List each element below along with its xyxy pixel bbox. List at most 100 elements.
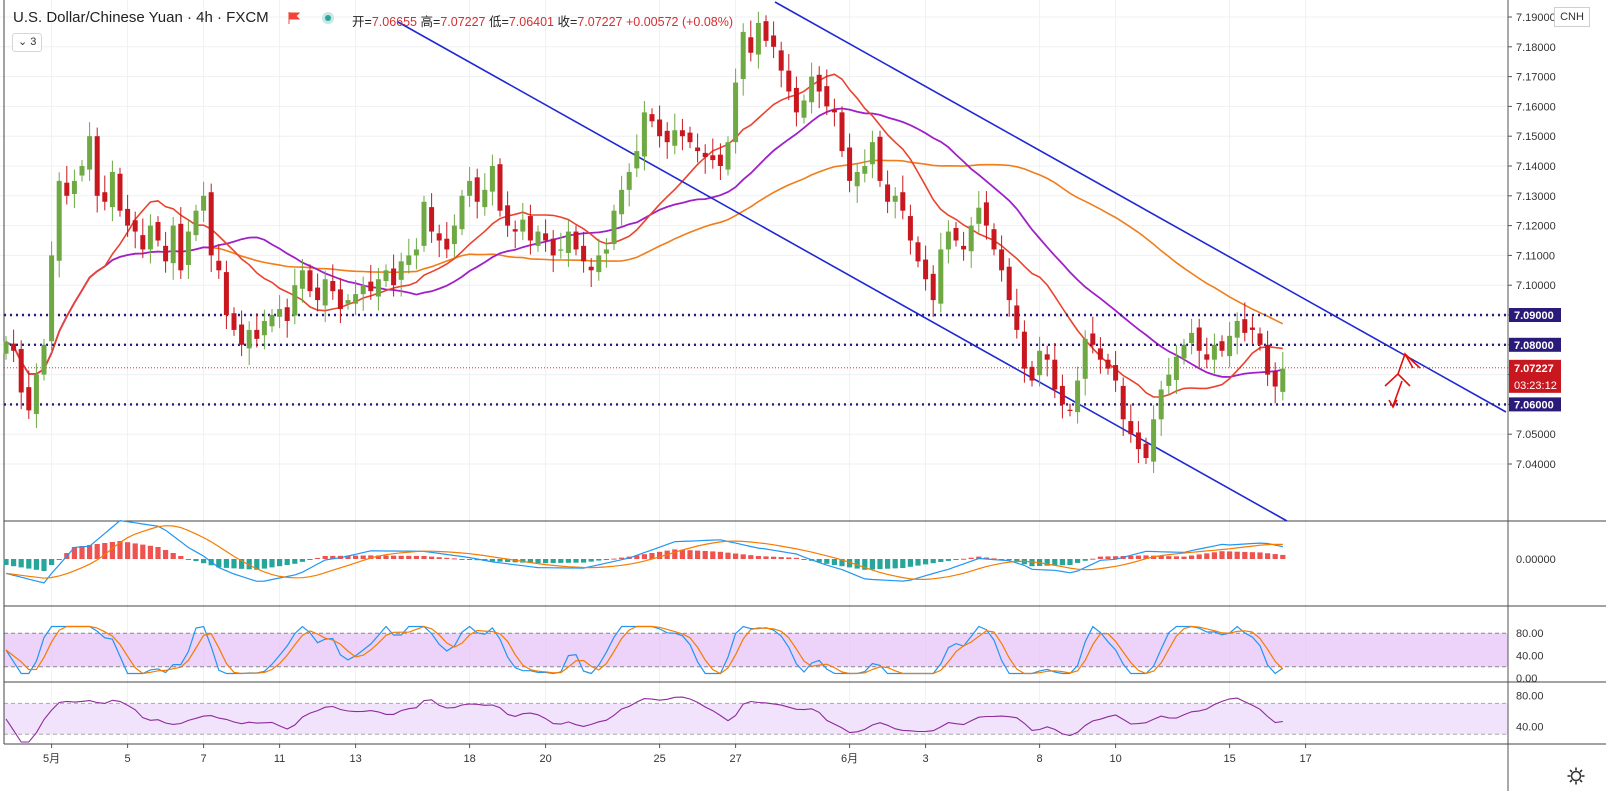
macd-histogram-bar (489, 559, 495, 562)
candle (467, 180, 473, 196)
flag-icon[interactable] (288, 12, 300, 24)
candle (991, 229, 997, 250)
candle (1044, 354, 1050, 360)
chart-title: U.S. Dollar/Chinese Yuan · 4h · FXCM (13, 9, 269, 26)
candle (1037, 350, 1043, 376)
stochastic-d-line (5, 625, 1284, 675)
candle (619, 189, 625, 215)
macd-histogram-bar (710, 551, 716, 559)
candle (1242, 319, 1248, 333)
candle (429, 207, 435, 232)
macd-histogram-bar (1143, 555, 1149, 559)
last-price-label: 7.07227 (1514, 363, 1554, 375)
macd-histogram-bar (641, 554, 647, 559)
candle (793, 87, 799, 113)
change-value: +0.00572 (+0.08%) (626, 15, 734, 29)
macd-histogram-bar (284, 559, 290, 565)
time-tick-label: 10 (1109, 753, 1121, 765)
candle (1052, 359, 1058, 390)
low-label: 低 (489, 15, 502, 29)
candle (740, 31, 746, 79)
candle (1105, 359, 1111, 369)
macd-histogram-bar (140, 544, 146, 559)
price-tick-label: 7.19000 (1516, 12, 1556, 24)
candle (1021, 331, 1027, 369)
candle (474, 177, 480, 202)
candle (216, 260, 222, 271)
candle (809, 76, 815, 103)
macd-histogram-bar (1196, 554, 1202, 559)
studies-toggle-button[interactable]: ⌄ 3 (12, 33, 43, 52)
macd-histogram-bar (763, 556, 769, 559)
macd-histogram-bar (854, 559, 860, 569)
macd-histogram-bar (391, 555, 397, 559)
countdown-label: 03:23:12 (1514, 380, 1557, 392)
candle (1075, 380, 1081, 413)
candle (679, 130, 685, 137)
candle (292, 285, 298, 316)
macd-histogram-bar (1052, 559, 1058, 566)
candle (725, 142, 731, 170)
macd-histogram-bar (467, 559, 473, 560)
candle (1090, 333, 1096, 345)
macd-histogram-bar (619, 557, 625, 559)
candle (261, 320, 267, 336)
macd-histogram-bar (155, 547, 161, 559)
macd-histogram-bar (11, 559, 17, 567)
macd-histogram-bar (588, 559, 594, 562)
macd-histogram-bar (877, 559, 883, 570)
candle (109, 171, 115, 208)
macd-histogram-bar (824, 559, 830, 564)
macd-histogram-bar (930, 559, 936, 564)
candle (413, 249, 419, 256)
candle (885, 184, 891, 202)
macd-histogram-bar (1280, 554, 1286, 559)
macd-histogram-bar (596, 559, 602, 561)
candle (1135, 432, 1141, 450)
macd-histogram-bar (1014, 559, 1020, 563)
candle (421, 201, 427, 246)
gear-icon[interactable] (1566, 766, 1586, 786)
price-tick-label: 7.04000 (1516, 459, 1556, 471)
macd-histogram-bar (793, 557, 799, 559)
macd-histogram-bar (117, 541, 123, 559)
macd-histogram-bar (900, 559, 906, 568)
candle (1097, 348, 1103, 360)
candle (1120, 385, 1126, 420)
candle (383, 270, 389, 282)
candle (451, 225, 457, 245)
high-label: 高 (420, 15, 434, 29)
candle (239, 324, 245, 345)
last-price-badge (1509, 359, 1561, 393)
candle (831, 109, 837, 113)
candle (611, 210, 617, 245)
macd-histogram-bar (816, 559, 822, 563)
symbol-badge[interactable]: CNH (1554, 7, 1590, 27)
macd-histogram-bar (79, 546, 85, 559)
macd-histogram-bar (892, 559, 898, 569)
macd-histogram-bar (907, 559, 913, 567)
candle (482, 189, 488, 208)
macd-histogram-bar (269, 559, 275, 568)
macd-histogram-bar (1044, 559, 1050, 566)
macd-histogram-bar (961, 558, 967, 560)
macd-histogram-bar (581, 559, 587, 563)
candle (968, 225, 974, 252)
macd-histogram-bar (634, 555, 640, 559)
stochastic-tick-label: 40.00 (1516, 651, 1544, 663)
candle (664, 130, 670, 143)
candle (505, 205, 511, 226)
macd-histogram-bar (672, 549, 678, 559)
candle (147, 225, 153, 250)
candle (71, 180, 77, 195)
rsi-band (4, 703, 1508, 735)
candle (360, 285, 366, 295)
candle (862, 166, 868, 174)
candle (581, 245, 587, 262)
macd-histogram-bar (1059, 559, 1065, 566)
macd-signal-line (5, 525, 1283, 580)
level-price-label: 7.08000 (1514, 340, 1554, 352)
macd-histogram-bar (953, 559, 959, 560)
candle (854, 171, 860, 187)
